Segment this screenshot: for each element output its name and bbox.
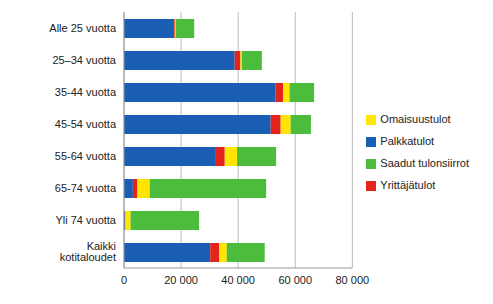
svg-text:0: 0 bbox=[121, 274, 127, 286]
html-text:Omaisuustulot: Omaisuustulot bbox=[380, 113, 451, 125]
svg-text:Yli 74 vuotta: Yli 74 vuotta bbox=[55, 214, 116, 226]
svg-text:55-64 vuotta: 55-64 vuotta bbox=[55, 150, 117, 162]
svg-text:45-54 vuotta: 45-54 vuotta bbox=[55, 118, 117, 130]
svg-text:20 000: 20 000 bbox=[164, 274, 198, 286]
html-text:Yrittäjätulot: Yrittäjätulot bbox=[380, 179, 436, 191]
svg-text:Kaikkikotitaloudet: Kaikkikotitaloudet bbox=[60, 240, 116, 263]
svg-text:35-44 vuotta: 35-44 vuotta bbox=[55, 86, 117, 98]
svg-text:Alle 25 vuotta: Alle 25 vuotta bbox=[49, 22, 117, 34]
html-text:Saadut tulonsiirrot: Saadut tulonsiirrot bbox=[380, 157, 469, 169]
svg-text:60 000: 60 000 bbox=[278, 274, 312, 286]
html-text:Palkkatulot: Palkkatulot bbox=[380, 135, 435, 147]
svg-text:65-74 vuotta: 65-74 vuotta bbox=[55, 182, 117, 194]
svg-text:40 000: 40 000 bbox=[221, 274, 255, 286]
svg-text:80 000: 80 000 bbox=[336, 274, 370, 286]
svg-text:25–34 vuotta: 25–34 vuotta bbox=[52, 54, 116, 66]
